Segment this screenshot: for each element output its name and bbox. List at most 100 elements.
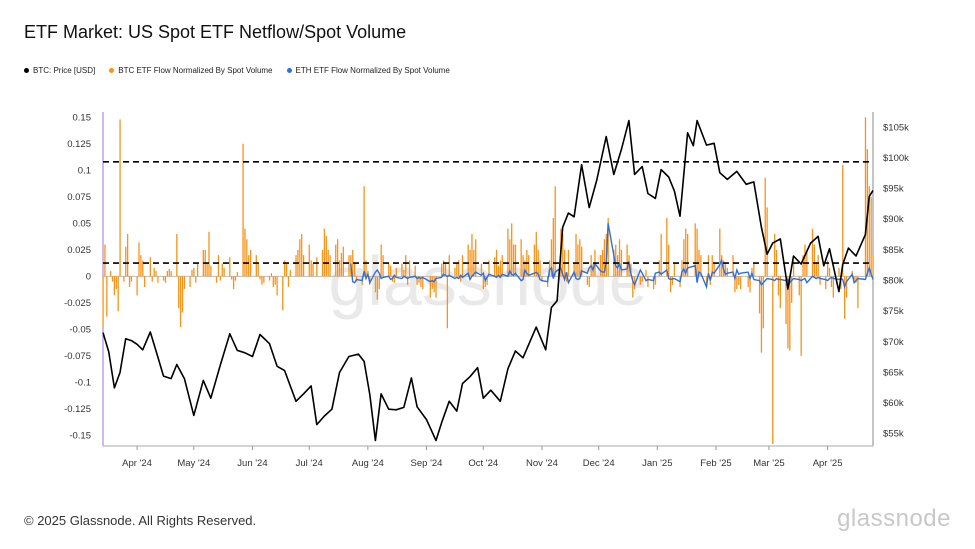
left-axis-tick-label: -0.025 xyxy=(64,298,91,309)
btc-etf-flow-bar xyxy=(652,276,655,290)
btc-etf-flow-bar xyxy=(325,236,327,277)
left-axis-tick-label: -0.075 xyxy=(64,351,91,362)
btc-etf-flow-bar xyxy=(789,276,791,351)
btc-etf-flow-bar xyxy=(168,268,170,277)
btc-etf-flow-bar xyxy=(552,218,554,277)
btc-etf-flow-bar xyxy=(363,186,365,277)
btc-etf-flow-bar xyxy=(109,271,112,277)
btc-etf-flow-bar xyxy=(232,276,235,290)
eth-etf-flow-line xyxy=(350,223,874,290)
btc-etf-flow-bar xyxy=(335,244,337,277)
left-axis-tick-label: 0.025 xyxy=(67,245,91,256)
btc-etf-flow-bar xyxy=(524,260,526,277)
btc-etf-flow-bar xyxy=(577,244,579,277)
btc-etf-flow-bar xyxy=(340,253,343,277)
btc-etf-flow-bar xyxy=(573,263,575,277)
btc-etf-flow-bar xyxy=(388,263,390,277)
btc-etf-flow-bar xyxy=(581,246,583,277)
btc-etf-flow-bar xyxy=(234,276,237,281)
btc-etf-flow-bar xyxy=(461,255,464,277)
btc-etf-flow-bar xyxy=(433,276,435,293)
btc-etf-flow-bar xyxy=(446,276,449,329)
btc-etf-flow-bar xyxy=(287,276,290,287)
btc-etf-flow-bar xyxy=(694,223,696,277)
btc-etf-flow-bar xyxy=(405,255,407,277)
btc-etf-flow-bar xyxy=(249,249,252,277)
btc-etf-flow-bar xyxy=(441,263,443,277)
btc-etf-flow-bar xyxy=(707,255,710,277)
btc-etf-flow-bar xyxy=(221,263,223,277)
btc-etf-flow-bar xyxy=(151,276,153,282)
btc-etf-flow-bar xyxy=(738,276,740,285)
btc-etf-flow-bar xyxy=(467,244,469,277)
btc-etf-flow-bar xyxy=(668,244,670,277)
btc-etf-flow-bar xyxy=(380,244,382,277)
btc-etf-flow-bar xyxy=(104,244,106,277)
btc-etf-flow-bar xyxy=(565,276,568,282)
btc-etf-flow-bar xyxy=(170,271,172,277)
btc-etf-flow-bar xyxy=(376,276,379,300)
btc-etf-flow-bar xyxy=(713,263,715,277)
btc-etf-flow-bar xyxy=(217,255,220,277)
btc-etf-flow-bar xyxy=(418,276,420,283)
btc-etf-flow-bar xyxy=(458,260,460,277)
legend-label-btc-flow: BTC ETF Flow Normalized By Spot Volume xyxy=(118,66,273,75)
legend-item-btc-flow[interactable]: BTC ETF Flow Normalized By Spot Volume xyxy=(109,66,273,75)
x-axis-tick-label: Oct '24 xyxy=(468,458,498,469)
btc-etf-flow-bar xyxy=(535,231,537,277)
btc-etf-flow-bar xyxy=(342,246,344,277)
btc-etf-flow-bar xyxy=(382,255,384,277)
left-axis-tick-label: 0.1 xyxy=(78,165,91,176)
btc-etf-flow-bar xyxy=(868,186,870,277)
btc-etf-flow-bar xyxy=(575,233,577,277)
btc-etf-flow-bar xyxy=(669,276,672,293)
btc-etf-flow-bar xyxy=(541,276,543,282)
btc-etf-flow-bar xyxy=(155,271,157,277)
btc-etf-flow-bar xyxy=(414,265,416,277)
x-axis-tick-label: Jun '24 xyxy=(237,458,267,469)
btc-etf-flow-bar xyxy=(429,276,431,298)
btc-etf-flow-bar xyxy=(817,255,819,277)
left-axis-tick-label: -0.125 xyxy=(64,404,91,415)
btc-etf-flow-bar xyxy=(586,276,589,285)
btc-etf-flow-bar xyxy=(700,255,702,277)
btc-etf-flow-bar xyxy=(193,267,195,277)
btc-etf-flow-bar xyxy=(128,276,131,287)
btc-etf-flow-bar xyxy=(522,255,524,277)
right-axis-tick-label: $55k xyxy=(883,429,904,440)
x-axis-tick-label: Apr '25 xyxy=(813,458,843,469)
legend-item-eth-flow[interactable]: ETH ETF Flow Normalized By Spot Volume xyxy=(286,66,450,75)
btc-etf-flow-bar xyxy=(539,260,541,277)
btc-etf-flow-bar xyxy=(336,239,339,277)
btc-etf-flow-bar xyxy=(511,223,513,277)
legend-marker-eth-flow xyxy=(286,68,292,73)
btc-etf-flow-bar xyxy=(696,228,698,277)
btc-etf-flow-bar xyxy=(760,276,763,353)
btc-etf-flow-bar xyxy=(393,276,396,283)
chart-title: ETF Market: US Spot ETF Netflow/Spot Vol… xyxy=(24,22,407,42)
btc-etf-flow-bar xyxy=(316,257,318,277)
btc-etf-flow-bar xyxy=(261,276,263,285)
legend-label-btc-price: BTC: Price [USD] xyxy=(33,66,96,75)
btc-etf-flow-bar xyxy=(106,276,108,317)
btc-etf-flow-bar xyxy=(842,165,844,277)
btc-etf-flow-bar xyxy=(459,276,462,282)
btc-etf-flow-bar xyxy=(189,276,191,287)
btc-etf-flow-bar xyxy=(126,233,129,277)
btc-etf-flow-bar xyxy=(276,276,278,296)
btc-etf-flow-bar xyxy=(284,260,286,277)
btc-etf-flow-bar xyxy=(229,257,231,277)
btc-etf-flow-bar xyxy=(420,276,422,287)
btc-etf-flow-bar xyxy=(208,231,210,277)
left-axis-tick-label: 0.05 xyxy=(73,218,92,229)
right-axis-tick-label: $95k xyxy=(883,184,904,195)
legend-item-btc-price[interactable]: BTC: Price [USD] xyxy=(24,66,95,75)
x-axis-tick-label: Mar '25 xyxy=(753,458,784,469)
btc-etf-flow-bar xyxy=(647,276,649,287)
btc-etf-flow-bar xyxy=(348,255,350,277)
btc-etf-flow-bar xyxy=(501,255,503,277)
btc-etf-flow-bar xyxy=(354,263,356,277)
btc-etf-flow-bar xyxy=(183,276,186,290)
btc-etf-flow-bar xyxy=(683,239,685,277)
